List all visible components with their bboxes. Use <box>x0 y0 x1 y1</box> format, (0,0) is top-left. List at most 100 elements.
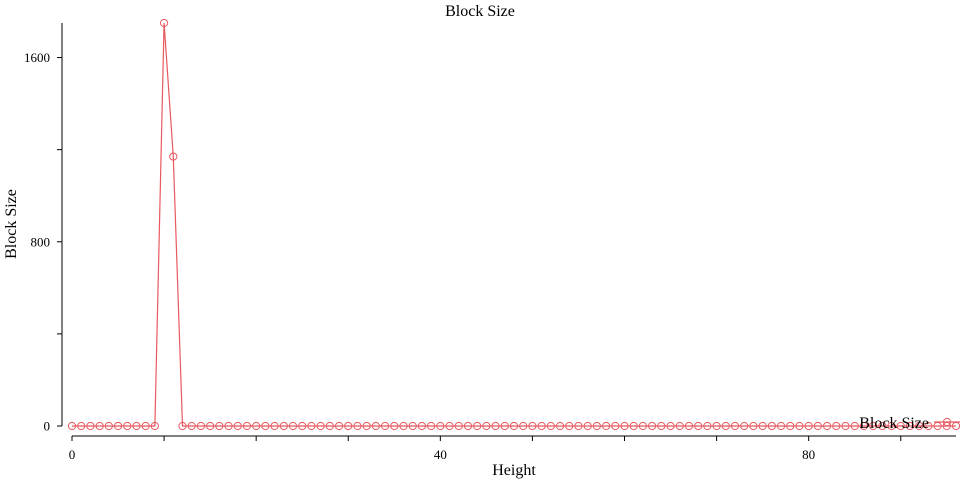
y-tick-label: 800 <box>31 234 51 249</box>
data-point <box>574 421 583 431</box>
data-point <box>95 421 104 431</box>
data-point <box>408 421 417 431</box>
data-point <box>261 421 270 431</box>
data-point <box>371 421 380 431</box>
legend-label: Block Size <box>859 415 929 432</box>
data-point <box>307 421 316 431</box>
y-tick-label: 1600 <box>24 50 50 65</box>
legend: Block Size <box>859 415 960 432</box>
data-point <box>113 421 123 431</box>
data-point <box>841 421 850 431</box>
data-point <box>915 421 924 431</box>
data-point <box>132 421 141 431</box>
data-point <box>233 421 242 431</box>
data-point <box>712 421 721 431</box>
data-point <box>196 421 206 431</box>
series-line <box>72 22 956 427</box>
data-point <box>344 421 353 431</box>
data-point <box>141 421 150 431</box>
data-point <box>482 421 491 431</box>
axes: 0 40 80 0 800 1600 <box>24 23 956 462</box>
chart-title: Block Size <box>445 3 515 20</box>
data-point <box>390 421 399 431</box>
data-point <box>362 421 371 431</box>
data-point <box>150 421 159 431</box>
data-point <box>159 18 169 28</box>
data-point <box>316 421 325 431</box>
data-point <box>500 421 509 431</box>
x-tick-label: 40 <box>434 447 447 462</box>
data-point <box>399 421 408 431</box>
data-point <box>279 421 288 431</box>
data-point <box>583 421 592 431</box>
data-point <box>546 421 555 431</box>
data-point <box>473 421 482 431</box>
data-point <box>832 421 841 431</box>
data-point <box>767 421 776 431</box>
data-point <box>924 421 933 431</box>
data-point <box>601 421 611 431</box>
series-layer <box>67 18 960 431</box>
data-point <box>813 421 822 431</box>
data-point <box>878 421 887 431</box>
data-point <box>509 421 519 431</box>
data-point <box>648 421 657 431</box>
data-point <box>684 421 694 431</box>
data-point <box>417 421 427 431</box>
x-axis-label: Height <box>492 462 536 479</box>
data-point <box>758 421 767 431</box>
data-point <box>850 421 859 431</box>
x-tick-label: 80 <box>802 447 815 462</box>
data-point <box>224 421 233 431</box>
data-point <box>675 421 684 431</box>
data-point <box>288 421 298 431</box>
data-point <box>463 421 473 431</box>
data-point <box>454 421 463 431</box>
data-point <box>380 421 390 431</box>
data-point <box>565 421 574 431</box>
data-point <box>721 421 730 431</box>
data-point <box>123 421 132 431</box>
data-point <box>325 421 334 431</box>
y-axis-label: Block Size <box>3 189 20 259</box>
data-point <box>657 421 666 431</box>
data-point <box>445 421 454 431</box>
legend-swatch-marker <box>942 417 952 427</box>
data-point <box>537 421 546 431</box>
data-point <box>242 421 252 431</box>
data-point <box>436 421 445 431</box>
data-point <box>270 421 279 431</box>
data-point <box>298 421 307 431</box>
data-point <box>730 421 740 431</box>
x-ticks: 0 40 80 <box>69 436 902 462</box>
data-point <box>776 421 786 431</box>
data-point <box>822 421 832 431</box>
data-point <box>804 421 813 431</box>
data-point <box>353 421 362 431</box>
data-point <box>67 421 77 431</box>
data-point <box>887 421 896 431</box>
data-point <box>703 421 712 431</box>
data-point <box>334 421 344 431</box>
data-point <box>786 421 795 431</box>
y-tick-label: 0 <box>44 419 51 434</box>
data-point <box>528 421 537 431</box>
data-point <box>620 421 629 431</box>
data-point <box>638 421 648 431</box>
data-point <box>740 421 749 431</box>
data-point <box>859 421 869 431</box>
data-point <box>611 421 620 431</box>
data-point <box>795 421 804 431</box>
data-point <box>215 421 224 431</box>
data-point <box>491 421 500 431</box>
data-point <box>694 421 703 431</box>
y-ticks: 0 800 1600 <box>24 50 62 434</box>
data-point <box>104 421 113 431</box>
data-point <box>749 421 758 431</box>
data-point <box>896 421 905 431</box>
data-point <box>427 421 436 431</box>
data-point <box>629 421 638 431</box>
data-point <box>86 421 95 431</box>
